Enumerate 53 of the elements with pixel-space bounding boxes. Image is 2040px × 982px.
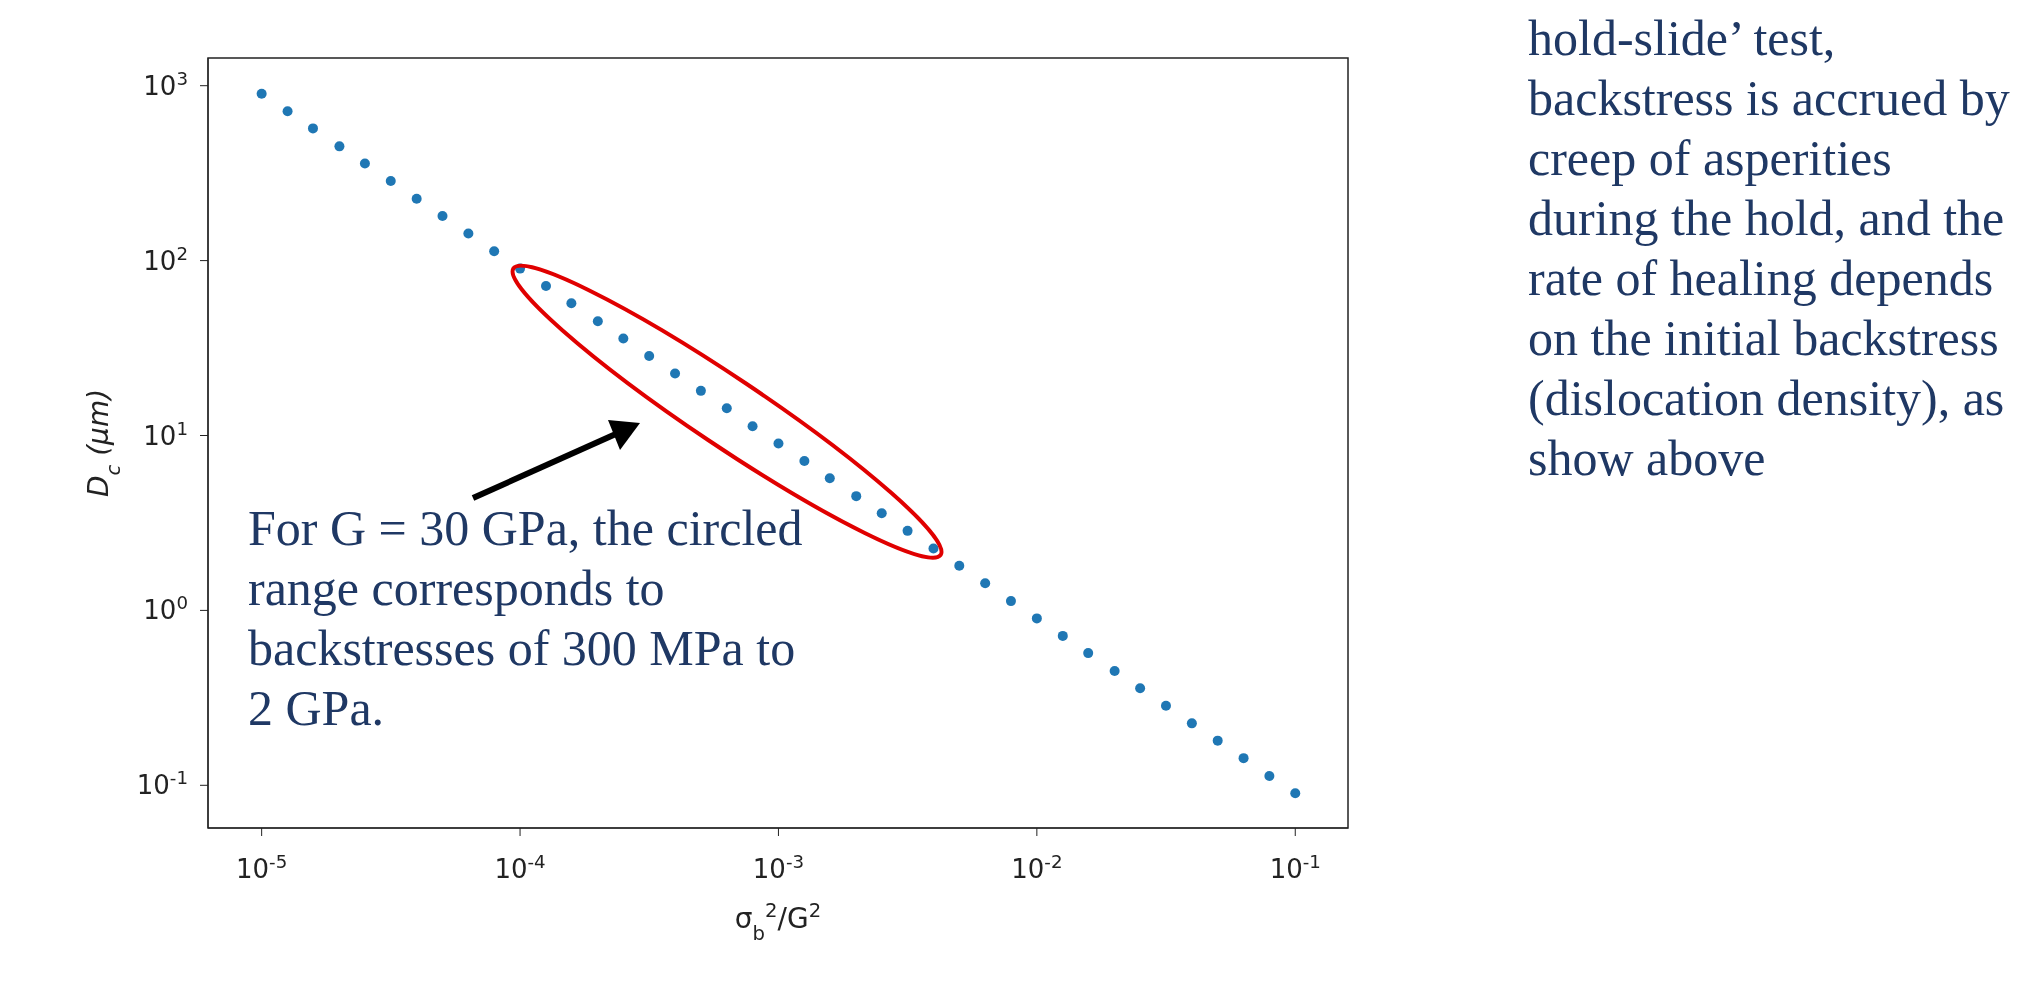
annotation: For G = 30 GPa, the circled range corresponds to backstresses of 300 MPa to 2 GPa. — [248, 499, 804, 738]
point — [721, 403, 732, 414]
point — [747, 421, 758, 432]
point — [1031, 613, 1042, 624]
point — [902, 525, 913, 536]
point — [1290, 788, 1301, 799]
point — [851, 491, 862, 502]
point — [1083, 648, 1094, 659]
y-tick-label: 10$^{2}$ — [143, 242, 188, 276]
point — [489, 246, 500, 257]
point — [411, 193, 422, 204]
point — [773, 438, 784, 449]
point — [566, 298, 577, 309]
point — [334, 141, 345, 152]
point — [385, 176, 396, 187]
point — [540, 281, 551, 292]
point — [1160, 700, 1171, 711]
point — [1057, 630, 1068, 641]
point — [1005, 596, 1016, 607]
y-tick-label: 10$^{1}$ — [143, 417, 188, 451]
point — [670, 368, 681, 379]
point — [307, 123, 318, 134]
point — [282, 106, 293, 117]
point — [618, 333, 629, 344]
point — [928, 543, 939, 554]
point — [1186, 718, 1197, 729]
point — [463, 228, 474, 239]
x-tick-label: 10$^{-5}$ — [236, 850, 288, 884]
point — [954, 560, 965, 571]
point — [799, 455, 810, 466]
x-axis-title: σ$_{b}$$^{2}$/G$^{2}$ — [734, 898, 822, 945]
x-tick-label: 10$^{-2}$ — [1011, 850, 1063, 884]
point — [644, 350, 655, 361]
y-tick-label: 10$^{0}$ — [143, 591, 188, 626]
point — [437, 210, 448, 221]
x-tick-label: 10$^{-4}$ — [494, 850, 546, 884]
point — [1238, 753, 1249, 764]
y-tick-label: 10$^{-1}$ — [136, 766, 188, 801]
x-tick-label: 10$^{-1}$ — [1269, 850, 1321, 884]
point — [1135, 683, 1146, 694]
point — [359, 158, 370, 169]
y-tick-label: 10$^{3}$ — [143, 67, 188, 101]
point — [876, 508, 887, 519]
point — [1212, 735, 1223, 746]
point — [1109, 666, 1120, 677]
point — [695, 385, 706, 396]
point — [256, 88, 267, 99]
x-tick-label: 10$^{-3}$ — [752, 850, 805, 884]
point — [980, 578, 991, 589]
point — [824, 473, 835, 484]
point — [1264, 771, 1275, 782]
text: hold-slide’ test, backstress is accrued by creep of asperities during the hold, and the rate of healing depends on the initial backstress (dislocation density), as show above — [1528, 9, 2011, 488]
point — [592, 316, 603, 327]
